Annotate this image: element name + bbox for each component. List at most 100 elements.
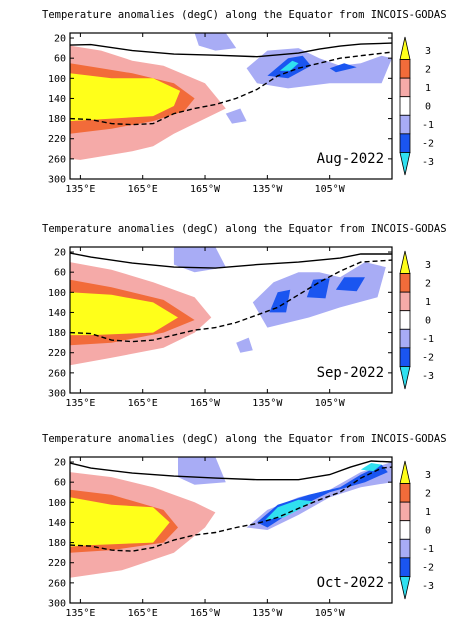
anomaly-region--3 (279, 60, 299, 71)
x-tick-label: 135°W (252, 398, 283, 409)
x-tick-label: 135°E (65, 398, 95, 409)
anomaly-region--1 (173, 247, 226, 273)
colorbar-label: 0 (425, 526, 431, 537)
colorbar-label: 2 (425, 488, 431, 499)
anomaly-region--2 (306, 278, 330, 299)
anomaly-region--1 (246, 48, 392, 89)
y-tick-label: 180 (48, 114, 66, 125)
anomaly-region--2 (329, 63, 357, 73)
y-tick-label: 180 (48, 328, 66, 339)
colorbar-label: 3 (425, 260, 431, 271)
colorbar-cell (399, 520, 411, 540)
colorbar-cell (399, 36, 411, 60)
panel-3: Temperature anomalies (degC) along the E… (42, 433, 447, 619)
y-tick-label: 140 (48, 94, 66, 105)
x-tick-label: 165°E (128, 608, 158, 619)
x-tick-label: 105°W (315, 184, 346, 195)
colorbar-cell (399, 460, 411, 484)
panel-title: Temperature anomalies (degC) along the E… (42, 433, 447, 445)
panel-title: Temperature anomalies (degC) along the E… (42, 223, 447, 235)
x-tick-label: 135°W (252, 608, 283, 619)
x-tick-label: 105°W (315, 398, 346, 409)
anomaly-region-3 (70, 292, 178, 336)
isotherm-dashed (70, 466, 392, 552)
colorbar-label: -2 (422, 563, 434, 574)
colorbar-label: -2 (422, 139, 434, 150)
plot-frame (69, 32, 393, 180)
y-tick-label: 100 (48, 288, 66, 299)
colorbar-cell (399, 328, 411, 349)
colorbar-label: 2 (425, 64, 431, 75)
anomaly-region-3 (70, 497, 170, 547)
y-tick-label: 20 (54, 458, 66, 469)
colorbar: 3 2 1 0 -1 -2 -3 (399, 460, 434, 600)
colorbar-label: -3 (422, 157, 434, 168)
colorbar-label: -1 (422, 334, 434, 345)
y-tick-label: 260 (48, 578, 66, 589)
month-label: Aug-2022 (317, 151, 384, 167)
y-tick-label: 220 (48, 134, 66, 145)
isotherm-solid (70, 460, 392, 481)
colorbar-label: -2 (422, 353, 434, 364)
y-tick-label: 300 (48, 599, 66, 610)
y-tick-label: 100 (48, 498, 66, 509)
colorbar-cell (399, 133, 411, 153)
anomaly-region--1 (194, 33, 237, 51)
colorbar-cell (399, 114, 411, 135)
anomaly-region--1 (236, 337, 253, 353)
plot-frame (69, 246, 393, 394)
panel-1: Temperature anomalies (degC) along the E… (42, 9, 447, 195)
y-tick-label: 220 (48, 558, 66, 569)
plot-area (70, 33, 392, 179)
colorbar-label: -1 (422, 544, 434, 555)
colorbar-label: 1 (425, 83, 431, 94)
isotherm-solid (70, 42, 392, 58)
anomaly-region--3 (265, 499, 314, 520)
y-tick-label: 180 (48, 538, 66, 549)
plot-frame (69, 456, 393, 604)
x-tick-label: 165°W (190, 184, 221, 195)
y-tick-label: 60 (54, 478, 66, 489)
anomaly-region--3 (360, 463, 382, 472)
colorbar-label: 0 (425, 102, 431, 113)
colorbar: 3 2 1 0 -1 -2 -3 (399, 36, 434, 176)
y-tick-label: 20 (54, 34, 66, 45)
colorbar-label: 3 (425, 46, 431, 57)
colorbar-cell (399, 501, 411, 522)
y-tick-label: 260 (48, 154, 66, 165)
colorbar-label: 0 (425, 316, 431, 327)
colorbar-cell (399, 273, 411, 293)
colorbar-cell (399, 483, 411, 503)
colorbar-label: 3 (425, 470, 431, 481)
x-tick-label: 165°E (128, 398, 158, 409)
y-tick-label: 300 (48, 389, 66, 400)
colorbar-label: -3 (422, 371, 434, 382)
plot-area (70, 457, 392, 603)
isotherm-solid (70, 252, 392, 269)
isotherm-dashed (70, 51, 392, 126)
month-label: Sep-2022 (317, 365, 384, 381)
y-tick-label: 260 (48, 368, 66, 379)
colorbar-label: -3 (422, 581, 434, 592)
anomaly-region--1 (225, 108, 247, 124)
colorbar-cell (399, 250, 411, 274)
colorbar-cell (399, 366, 411, 390)
colorbar: 3 2 1 0 -1 -2 -3 (399, 250, 434, 390)
colorbar-cell (399, 310, 411, 330)
colorbar-cell (399, 96, 411, 116)
colorbar-cell (399, 77, 411, 98)
x-tick-label: 105°W (315, 608, 346, 619)
colorbar-cell (399, 152, 411, 176)
x-tick-label: 135°E (65, 608, 95, 619)
anomaly-region--2 (335, 277, 365, 292)
y-tick-label: 300 (48, 175, 66, 186)
panel-title: Temperature anomalies (degC) along the E… (42, 9, 447, 21)
colorbar-cell (399, 291, 411, 312)
anomaly-region--2 (269, 289, 291, 313)
y-tick-label: 140 (48, 518, 66, 529)
colorbar-label: -1 (422, 120, 434, 131)
colorbar-cell (399, 576, 411, 600)
isotherm-dashed (70, 259, 392, 343)
anomaly-region-3 (70, 73, 181, 122)
